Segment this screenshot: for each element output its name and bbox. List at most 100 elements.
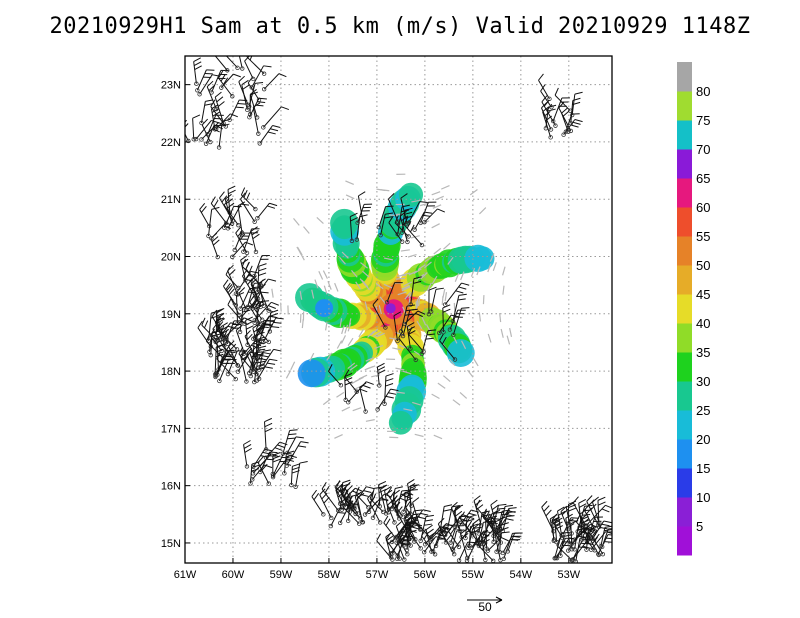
- station-marker: [376, 224, 382, 230]
- wind-barb: [538, 79, 550, 100]
- wind-vector: [271, 288, 274, 298]
- wind-barb-feather: [461, 307, 470, 309]
- colorbar-label: 5: [696, 519, 703, 534]
- station-marker: [402, 557, 407, 562]
- wind-barb-feather: [385, 518, 391, 526]
- wind-barb-feather: [244, 330, 251, 337]
- wind-barb-feather: [270, 313, 279, 317]
- wind-barb-feather: [239, 233, 246, 241]
- wind-barb-feather: [275, 317, 284, 320]
- wind-vector: [472, 357, 479, 367]
- wind-barb-feather: [428, 286, 437, 291]
- wind-barb-feather: [417, 310, 426, 315]
- wind-barb-feather: [466, 514, 475, 519]
- colorbar-segment: [677, 91, 692, 121]
- wind-barb-feather: [440, 526, 449, 530]
- wind-barb-feather: [256, 364, 265, 367]
- wind-barb-feather: [404, 313, 413, 316]
- station-marker: [412, 539, 417, 544]
- station-marker: [256, 131, 261, 136]
- wind-barb-feather: [440, 528, 449, 533]
- wind-barb-feather: [557, 506, 565, 512]
- wind-vector: [433, 434, 443, 440]
- wind-barb-feather: [469, 523, 475, 531]
- wind-barb-feather: [400, 193, 408, 199]
- station-marker: [235, 363, 240, 368]
- station-marker: [244, 379, 249, 384]
- wind-vector: [299, 290, 303, 300]
- wind-barb-feather: [561, 107, 568, 114]
- wind-barb-feather: [574, 119, 583, 123]
- station-marker: [399, 239, 405, 244]
- station-marker: [214, 106, 219, 112]
- station-marker: [568, 121, 573, 126]
- station-marker: [451, 552, 457, 557]
- station-marker: [215, 254, 220, 260]
- wind-barb-feather: [402, 494, 411, 499]
- wind-vector: [365, 419, 375, 422]
- wind-barb-feather: [227, 286, 233, 294]
- wind-barb-feather: [405, 309, 414, 312]
- wind-barb-feather: [223, 198, 230, 206]
- station-marker: [354, 237, 360, 242]
- wind-barb-feather: [342, 479, 351, 484]
- station-marker: [451, 332, 456, 338]
- wind-barb-feather: [206, 80, 214, 88]
- wind-barb-feather: [570, 124, 579, 128]
- wind-barb-feather: [410, 224, 415, 233]
- wind-barb-feather: [201, 317, 206, 326]
- wind-barb-feather: [270, 128, 279, 132]
- station-marker: [252, 379, 257, 385]
- colorbar-segment: [677, 265, 692, 295]
- wind-barb-feather: [241, 258, 246, 267]
- y-tick-label: 18N: [161, 366, 181, 378]
- station-marker: [561, 132, 566, 137]
- wind-barb-feather: [358, 191, 366, 197]
- wind-barb-feather: [240, 203, 250, 206]
- wind-barb-feather: [241, 258, 249, 265]
- wind-barb-feather: [363, 490, 372, 494]
- wind-barb-feather: [313, 493, 320, 501]
- wind-barb-feather: [574, 91, 583, 95]
- wind-vector: [349, 364, 358, 371]
- wind-barb: [397, 542, 405, 560]
- wind-barb-feather: [212, 128, 220, 133]
- station-marker: [247, 115, 252, 120]
- wind-barb-feather: [425, 337, 434, 340]
- wind-barb-feather: [383, 515, 389, 524]
- wind-barb-feather: [193, 61, 202, 67]
- wind-barb-feather: [582, 530, 591, 535]
- wind-barb: [383, 522, 396, 539]
- wind-barb-feather: [425, 524, 433, 531]
- wind-vector: [489, 253, 495, 262]
- wind-barb-feather: [422, 214, 431, 217]
- wind-barb-feather: [554, 87, 559, 96]
- wind-barb-feather: [399, 210, 407, 217]
- wind-vector: [411, 199, 421, 203]
- wind-vector: [437, 382, 446, 389]
- wind-barb-feather: [444, 504, 453, 507]
- wind-barb: [223, 204, 239, 226]
- wind-barb: [430, 289, 437, 312]
- wind-barb: [357, 195, 364, 222]
- wind-barb: [355, 493, 369, 508]
- station-marker: [232, 247, 238, 253]
- station-marker: [270, 473, 276, 478]
- wind-barb-feather: [221, 325, 229, 331]
- wind-barb: [257, 202, 270, 219]
- station-marker: [395, 553, 400, 558]
- colorbar-label: 25: [696, 403, 710, 418]
- wind-vector: [440, 184, 450, 190]
- station-marker: [390, 557, 395, 562]
- wind-barb-feather: [481, 542, 487, 550]
- wind-barb-feather: [222, 118, 231, 122]
- wind-barb-feather: [169, 72, 173, 79]
- wind-barb-feather: [458, 293, 467, 296]
- wind-barb-feather: [227, 185, 236, 190]
- wind-barb-feather: [501, 531, 510, 534]
- wind-barb-feather: [246, 325, 254, 330]
- colorbar-label: 10: [696, 490, 710, 505]
- wind-barb-feather: [269, 358, 278, 362]
- wind-vector: [444, 292, 448, 302]
- wind-barb-feather: [473, 495, 481, 501]
